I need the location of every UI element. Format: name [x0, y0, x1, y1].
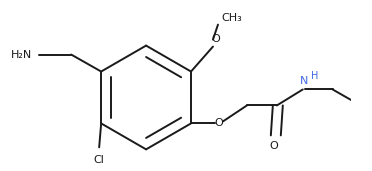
- Text: O: O: [215, 118, 223, 128]
- Text: H: H: [311, 70, 318, 81]
- Text: Cl: Cl: [94, 155, 105, 165]
- Text: O: O: [212, 34, 220, 44]
- Text: H₂N: H₂N: [11, 50, 32, 60]
- Text: CH₃: CH₃: [221, 13, 242, 23]
- Text: O: O: [269, 141, 278, 151]
- Text: N: N: [299, 76, 308, 86]
